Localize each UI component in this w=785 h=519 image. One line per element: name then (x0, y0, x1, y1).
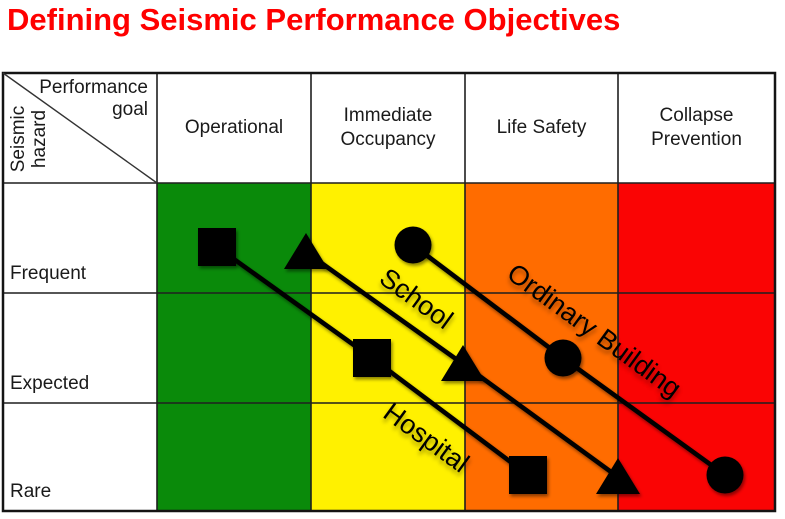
corner-diagonal-line (2, 72, 158, 184)
marker-hospital-rare (509, 456, 547, 494)
marker-hospital-frequent (198, 228, 236, 266)
cell-expected-collapse-prevention (618, 293, 775, 403)
marker-hospital-expected (353, 339, 391, 377)
corner-label-performance-goal: Performance goal (39, 77, 148, 120)
marker-school-expected (441, 345, 485, 381)
row-label-rare: Rare (10, 481, 52, 502)
cell-frequent-collapse-prevention (618, 183, 775, 293)
cell-frequent-life-safety (465, 183, 618, 293)
marker-ordinary-building-expected (544, 339, 582, 377)
marker-school-frequent (284, 233, 328, 269)
series-markers (198, 226, 744, 494)
column-header-operational: Operational (184, 116, 284, 138)
column-header-life-safety: Life Safety (496, 116, 587, 138)
row-label-frequent: Frequent (10, 263, 87, 284)
column-header-immediate-occupancy: Immediate Occupancy (340, 104, 436, 150)
grid-lines (1, 71, 777, 513)
marker-school-rare (596, 458, 640, 494)
cell-rare-operational (157, 403, 311, 511)
table-outer-border (1, 71, 777, 513)
cell-rare-immediate-occupancy (311, 403, 465, 511)
marker-ordinary-building-rare (706, 456, 744, 494)
marker-ordinary-building-frequent (394, 226, 432, 264)
column-header-collapse-prevention: Collapse Prevention (651, 104, 742, 150)
cell-expected-operational (157, 293, 311, 403)
row-label-expected: Expected (10, 373, 90, 394)
page-title: Defining Seismic Performance Objectives (7, 2, 621, 37)
corner-label-seismic-hazard: Seismic hazard (8, 105, 50, 173)
